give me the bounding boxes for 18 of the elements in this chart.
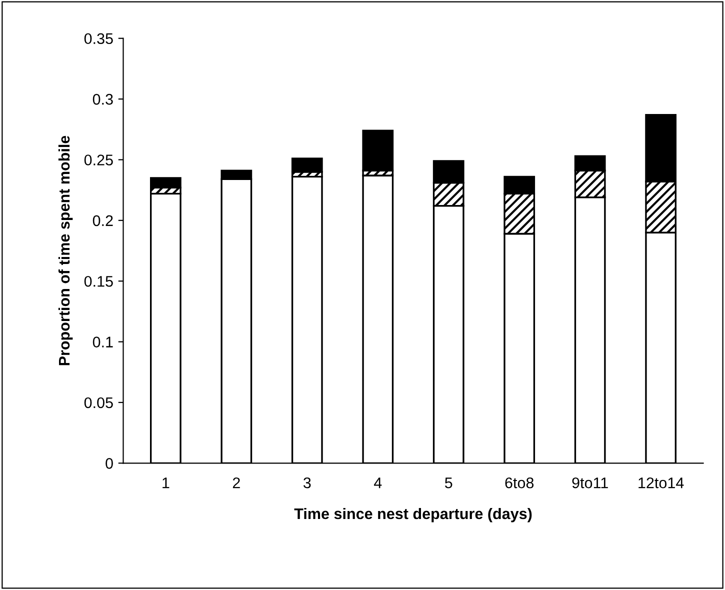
x-tick-label: 12to14 [638, 477, 684, 488]
y-tick-label: 0.25 [84, 154, 113, 166]
y-tick-label: 0.35 [84, 33, 113, 44]
x-axis-title: Time since nest departure (days) [294, 508, 532, 522]
x-tick-label: 5 [444, 478, 452, 488]
x-tick-label: 2 [232, 477, 240, 488]
x-tick-label: 1 [162, 478, 170, 488]
x-tick-label: 3 [303, 477, 311, 488]
y-tick-label: 0 [106, 458, 113, 469]
x-tick-label: 4 [374, 478, 382, 488]
x-tick-label: 6to8 [505, 477, 534, 488]
y-tick-label: 0.2 [92, 215, 113, 226]
x-tick-label: 9to11 [572, 477, 608, 488]
y-tick-label: 0.1 [92, 336, 113, 348]
y-tick-label: 0.15 [84, 276, 113, 287]
y-tick-label: 0.3 [92, 94, 113, 105]
y-axis-title: Proportion of time spent mobile [58, 136, 73, 366]
y-tick-label: 0.05 [84, 397, 113, 408]
